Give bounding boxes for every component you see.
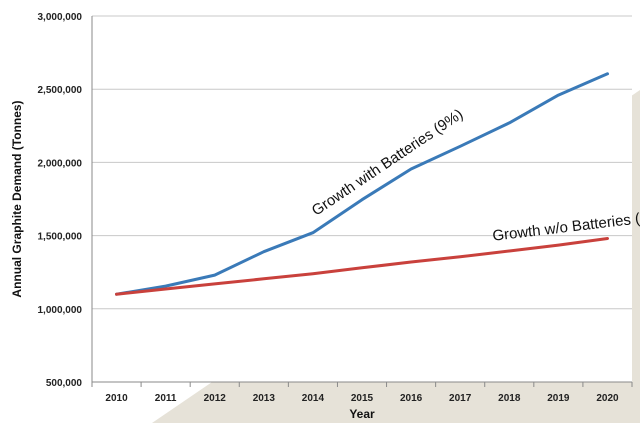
x-tick-label: 2019 xyxy=(547,393,570,404)
y-tick-label: 3,000,000 xyxy=(38,12,83,23)
gridlines xyxy=(92,15,632,310)
series-lines xyxy=(115,72,609,296)
x-tick-label: 2011 xyxy=(155,393,177,404)
series-line-2 xyxy=(115,237,609,296)
x-tick-label: 2015 xyxy=(351,393,374,404)
x-axis-title: Year xyxy=(349,407,375,421)
series-line-1 xyxy=(115,72,609,296)
x-tick-label: 2016 xyxy=(400,393,423,404)
x-tick-label: 2020 xyxy=(596,393,619,404)
x-tick-label: 2017 xyxy=(449,393,472,404)
y-tick-label: 2,000,000 xyxy=(38,158,83,169)
x-tick-label: 2018 xyxy=(498,393,521,404)
y-tick-label: 2,500,000 xyxy=(38,85,83,96)
x-tick-label: 2014 xyxy=(302,393,325,404)
x-tick-label: 2013 xyxy=(253,393,276,404)
x-tick-label: 2010 xyxy=(105,393,128,404)
x-tick-label: 2012 xyxy=(204,393,227,404)
axes xyxy=(91,16,633,387)
y-tick-label: 1,000,000 xyxy=(38,305,83,316)
y-tick-label: 500,000 xyxy=(46,378,83,389)
y-axis-title: Annual Graphite Demand (Tonnes) xyxy=(10,100,24,297)
y-tick-label: 1,500,000 xyxy=(38,232,83,243)
tick-labels: 500,000 1,000,000 1,500,000 2,000,000 2,500,… xyxy=(38,12,620,404)
